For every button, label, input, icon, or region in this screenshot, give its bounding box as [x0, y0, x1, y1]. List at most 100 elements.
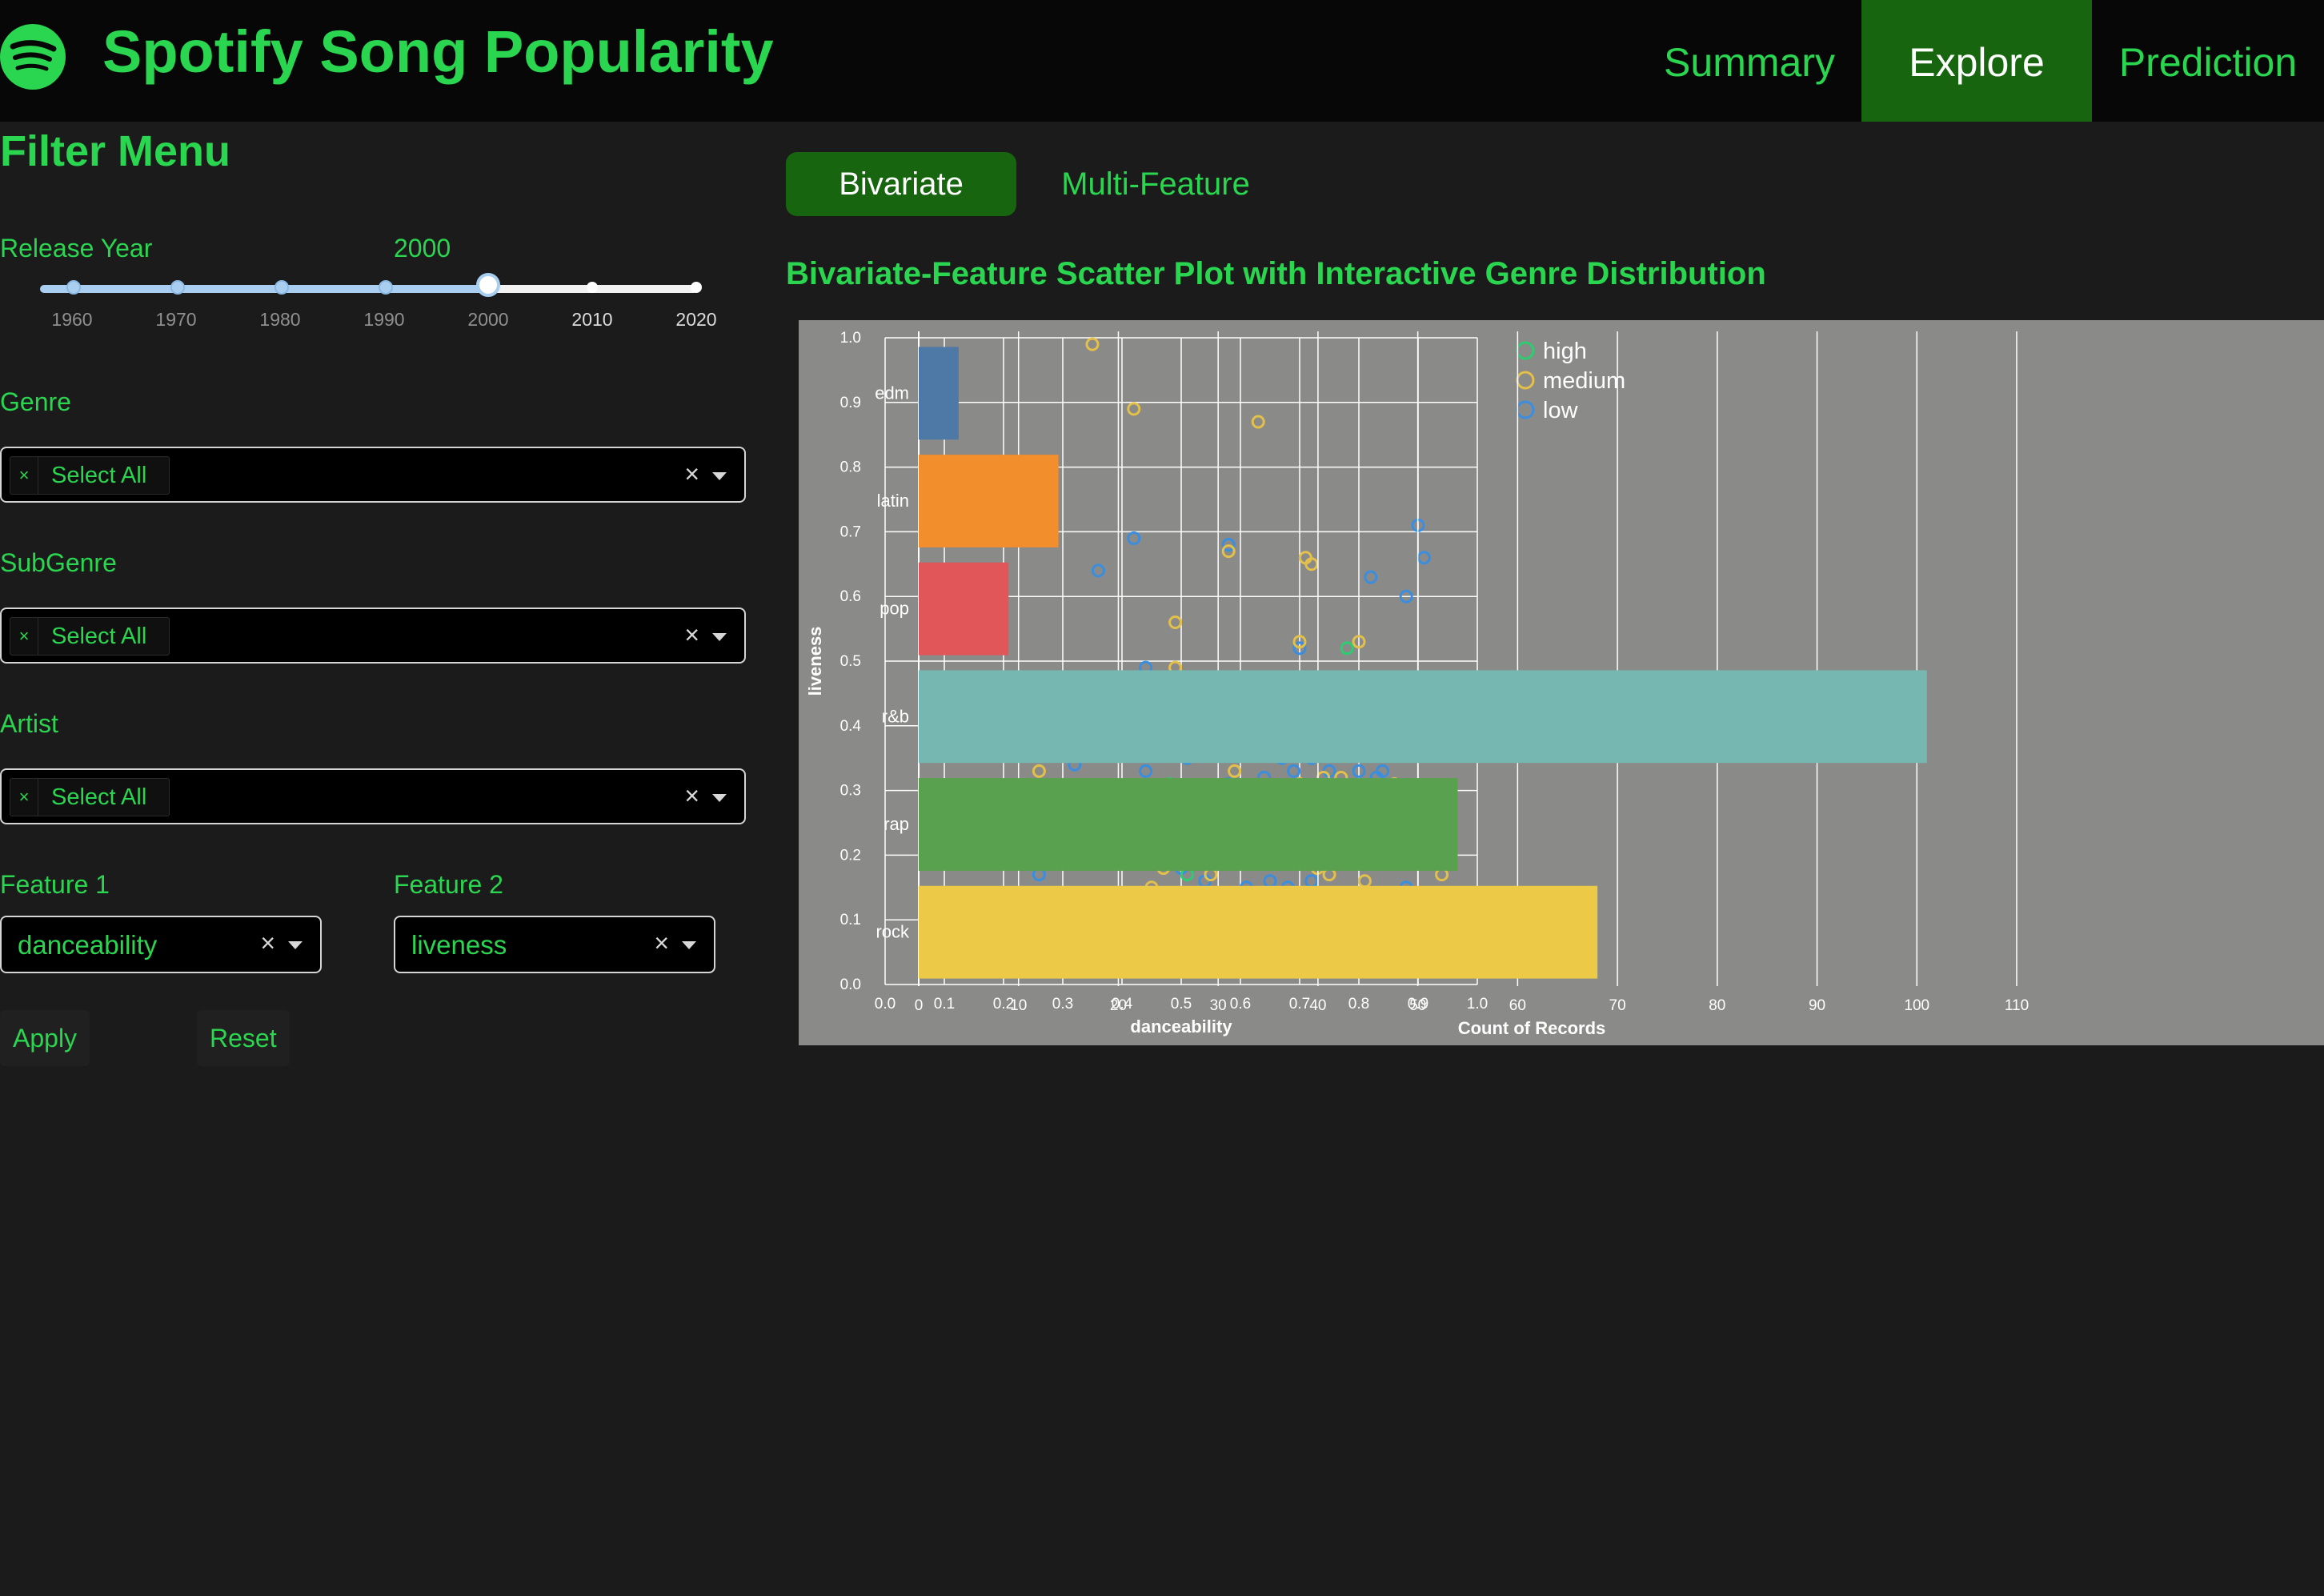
legend-swatch-high — [1516, 341, 1535, 360]
feature2-select[interactable]: liveness × — [394, 916, 715, 973]
bar-x-tick-label: 60 — [1509, 997, 1526, 1014]
slider-mark-dot — [379, 280, 393, 295]
scatter-y-tick-label: 0.5 — [840, 653, 861, 670]
chevron-down-icon[interactable] — [712, 472, 727, 480]
scatter-point-medium — [1085, 337, 1100, 351]
slider-tick-1970: 1970 — [155, 309, 197, 330]
scatter-point-low — [1263, 874, 1277, 888]
scatter-point-low — [1127, 531, 1141, 545]
scatter-x-tick-label: 0.5 — [1171, 996, 1192, 1013]
nav-summary[interactable]: Summary — [1664, 40, 1835, 85]
bar-x-tick-label: 20 — [1110, 997, 1127, 1014]
bar-edm — [919, 347, 959, 440]
scatter-point-low — [1304, 874, 1319, 888]
feature2-value: liveness — [411, 930, 507, 960]
chip-remove-icon[interactable]: × — [10, 457, 38, 494]
slider-tick-2020: 2020 — [675, 309, 717, 330]
bar-x-tick-label: 10 — [1010, 997, 1027, 1014]
bar-category-label: r&b — [882, 706, 909, 726]
slider-tick-2010: 2010 — [571, 309, 613, 330]
clear-icon[interactable]: × — [654, 928, 669, 957]
subgenre-chip: × Select All — [10, 617, 170, 656]
scatter-y-tick-label: 0.1 — [840, 912, 861, 928]
chip-label: Select All — [51, 784, 147, 810]
slider-tick-1960: 1960 — [51, 309, 93, 330]
chip-remove-icon[interactable]: × — [10, 779, 38, 816]
slider-track-active — [40, 285, 488, 293]
slider-tick-1980: 1980 — [259, 309, 301, 330]
reset-button[interactable]: Reset — [197, 1010, 290, 1066]
bar-rock — [919, 885, 1598, 979]
legend-swatch-low — [1516, 400, 1535, 419]
filter-menu-title: Filter Menu — [0, 127, 231, 175]
genre-multiselect[interactable]: × Select All × — [0, 447, 746, 503]
slider-mark-dot — [274, 280, 289, 295]
chart-title: Bivariate-Feature Scatter Plot with Inte… — [786, 256, 1766, 291]
bar-category-label: rock — [876, 922, 910, 942]
legend-swatch-medium — [1516, 371, 1535, 390]
bar-x-tick-label: 80 — [1709, 997, 1725, 1014]
bar-x-tick-label: 100 — [1904, 997, 1929, 1014]
slider-tick-1990: 1990 — [363, 309, 405, 330]
clear-icon[interactable]: × — [684, 781, 699, 810]
bar-category-label: latin — [877, 491, 909, 511]
genre-chip: × Select All — [10, 456, 170, 495]
chevron-down-icon[interactable] — [288, 941, 303, 949]
scatter-y-tick-label: 1.0 — [840, 330, 861, 347]
bar-category-label: rap — [884, 814, 909, 834]
chevron-down-icon[interactable] — [712, 633, 727, 641]
scatter-point-low — [1139, 764, 1153, 778]
artist-chip: × Select All — [10, 778, 170, 816]
scatter-point-low — [1091, 563, 1105, 578]
clear-icon[interactable]: × — [684, 620, 699, 649]
apply-button[interactable]: Apply — [0, 1010, 90, 1066]
subgenre-multiselect[interactable]: × Select All × — [0, 608, 746, 664]
scatter-point-medium — [1357, 874, 1372, 888]
scatter-point-low — [1416, 551, 1431, 565]
scatter-x-tick-label: 0.9 — [1408, 996, 1428, 1013]
nav-explore[interactable]: Explore — [1861, 0, 2092, 122]
scatter-x-tick-label: 0.4 — [1112, 996, 1133, 1013]
scatter-point-medium — [1221, 544, 1236, 559]
scatter-y-tick-label: 0.3 — [840, 783, 861, 800]
clear-icon[interactable]: × — [260, 928, 275, 957]
scatter-y-tick-label: 0.2 — [840, 847, 861, 864]
legend-label-low: low — [1543, 398, 1579, 423]
bar-randb — [919, 670, 1927, 764]
tab-multi-feature[interactable]: Multi-Feature — [1061, 166, 1250, 202]
slider-mark-dot — [66, 280, 81, 295]
chart-canvas: 0.0 0.1 0.2 0.3 0.4 0.5 0.6 0.7 0.8 0.9 1.0 0.0 0.1 0… — [805, 330, 2029, 1038]
artist-multiselect[interactable]: × Select All × — [0, 768, 746, 824]
scatter-x-tick-label: 0.0 — [875, 996, 896, 1013]
feature1-select[interactable]: danceability × — [0, 916, 322, 973]
bar-pop — [919, 562, 1009, 656]
chip-remove-icon[interactable]: × — [10, 618, 38, 655]
scatter-x-tick-label: 0.1 — [934, 996, 955, 1013]
chevron-down-icon[interactable] — [712, 794, 727, 802]
bar-x-tick-label: 40 — [1309, 997, 1326, 1014]
scatter-y-tick-label: 0.7 — [840, 523, 861, 540]
scatter-point-medium — [1168, 616, 1183, 630]
scatter-y-tick-label: 0.8 — [840, 459, 861, 476]
bar-x-tick-label: 90 — [1809, 997, 1825, 1014]
scatter-x-tick-label: 0.7 — [1289, 996, 1310, 1013]
scatter-point-low — [1376, 764, 1390, 778]
slider-tick-2000: 2000 — [467, 309, 509, 330]
scatter-point-medium — [1304, 557, 1319, 571]
release-year-label: Release Year — [0, 234, 153, 263]
scatter-point-low — [1352, 764, 1366, 778]
bar-x-axis-label: Count of Records — [1458, 1018, 1606, 1038]
scatter-point-low — [1287, 764, 1301, 778]
nav-prediction[interactable]: Prediction — [2118, 40, 2298, 85]
tab-bivariate[interactable]: Bivariate — [786, 152, 1016, 216]
clear-icon[interactable]: × — [684, 459, 699, 488]
slider-handle[interactable] — [476, 273, 500, 297]
slider-mark-dot — [691, 282, 702, 293]
chevron-down-icon[interactable] — [682, 941, 696, 949]
scatter-point-low — [1364, 570, 1378, 584]
slider-mark-dot — [170, 280, 185, 295]
slider-mark-dot — [587, 282, 598, 293]
spotify-logo-icon — [0, 24, 66, 90]
scatter-x-tick-label: 0.6 — [1230, 996, 1251, 1013]
release-year-slider[interactable] — [40, 273, 702, 297]
